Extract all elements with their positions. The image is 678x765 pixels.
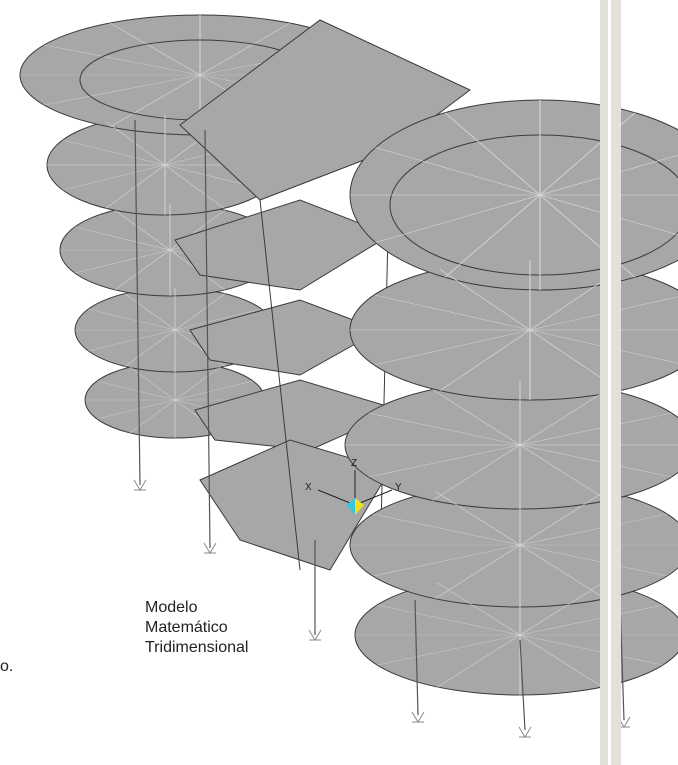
page-divider <box>600 0 621 765</box>
core-slab-3 <box>189 299 382 376</box>
core-slab-2 <box>174 199 392 291</box>
figure-caption: Modelo Matemático Tridimensional <box>145 598 305 658</box>
caption-line-2: Matemático <box>145 619 228 636</box>
axis-label-x: X <box>305 482 312 493</box>
right-tower <box>345 100 678 695</box>
axis-label-y: Y <box>395 482 402 493</box>
truncated-body-text: o. <box>0 658 14 675</box>
central-core <box>174 19 471 571</box>
axes-gizmo <box>317 470 393 515</box>
columns <box>134 119 625 731</box>
caption-line-1: Modelo <box>145 599 198 616</box>
axis-label-z: Z <box>351 458 357 469</box>
caption-line-3: Tridimensional <box>145 639 249 656</box>
core-slab-base <box>199 439 391 571</box>
